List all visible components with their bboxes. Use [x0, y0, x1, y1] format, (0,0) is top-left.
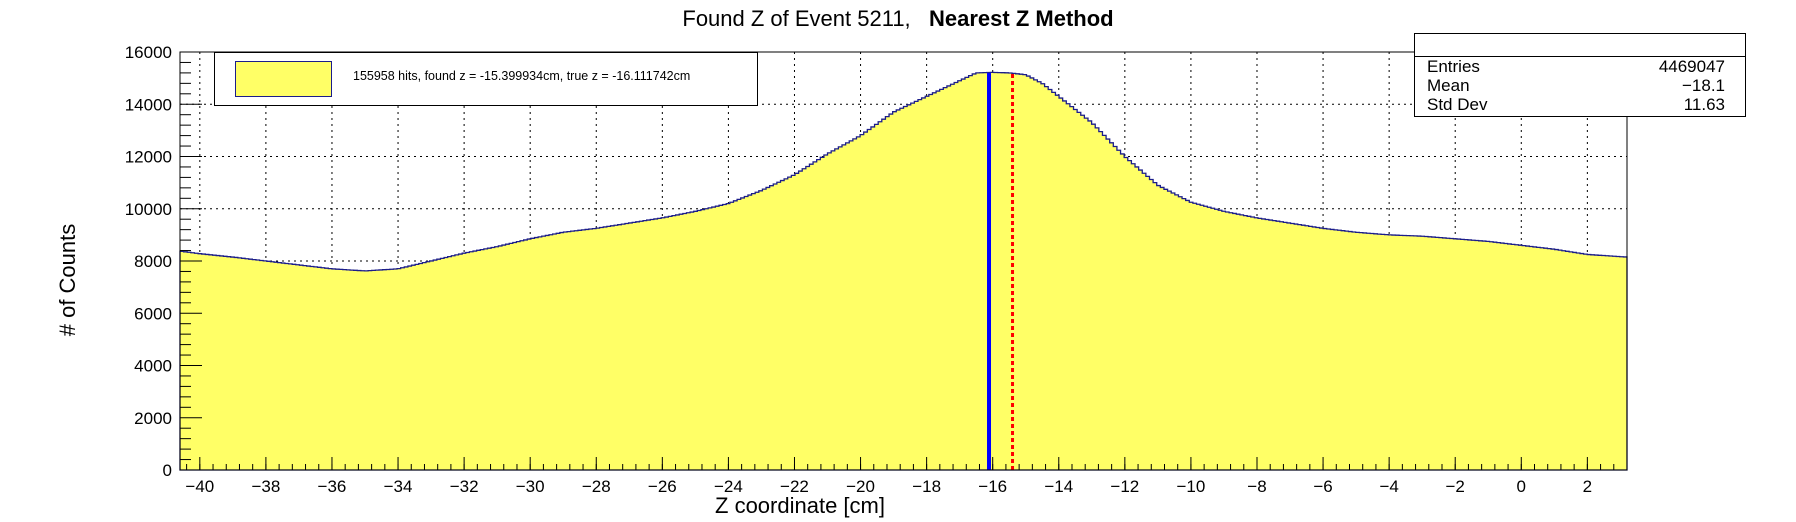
x-tick-label: −26 [648, 477, 677, 496]
stats-row-stddev: Std Dev 11.63 [1415, 95, 1745, 114]
chart-title: Found Z of Event 5211, Nearest Z Method [0, 6, 1796, 32]
y-axis-label: # of Counts [55, 223, 80, 337]
histogram-area [179, 71, 1628, 471]
x-tick-label: −12 [1110, 477, 1139, 496]
x-axis-label-text: Z coordinate [cm] [715, 493, 885, 518]
stats-value: 4469047 [1658, 57, 1725, 76]
y-tick-label: 6000 [134, 304, 172, 323]
y-tick-label: 0 [163, 461, 172, 480]
x-tick-label: −28 [582, 477, 611, 496]
stats-label: Mean [1427, 76, 1470, 95]
chart-title-method: Nearest Z Method [929, 6, 1114, 31]
x-tick-label: −18 [912, 477, 941, 496]
y-tick-label: 16000 [125, 43, 172, 62]
y-tick-label: 12000 [125, 148, 172, 167]
x-tick-label: −38 [251, 477, 280, 496]
y-tick-labels: 0 2000 4000 6000 8000 10000 12000 14000 16000 [125, 43, 172, 480]
y-tick-label: 14000 [125, 95, 172, 114]
stats-value: 11.63 [1683, 95, 1725, 114]
x-tick-label: 0 [1517, 477, 1526, 496]
x-tick-label: −32 [450, 477, 479, 496]
x-tick-labels: −40 −38 −36 −34 −32 −30 −28 −26 −24 −22 −20 −18 −16−… [185, 477, 1592, 496]
stats-row-mean: Mean −18.1 [1415, 76, 1745, 95]
x-tick-label: −4 [1379, 477, 1398, 496]
x-tick-label: −6 [1313, 477, 1332, 496]
legend-text: 155958 hits, found z = -15.399934cm, tru… [353, 69, 691, 83]
x-tick-label: −20 [846, 477, 875, 496]
x-tick-label: −24 [714, 477, 743, 496]
axis-ticks [180, 51, 1628, 471]
legend-swatch [235, 61, 332, 97]
stats-header [1415, 34, 1745, 57]
x-tick-label: −8 [1247, 477, 1266, 496]
x-tick-label: 2 [1583, 477, 1592, 496]
x-axis-label: Z coordinate [cm] [0, 493, 1796, 519]
x-tick-label: −30 [516, 477, 545, 496]
legend: 155958 hits, found z = -15.399934cm, tru… [214, 52, 758, 106]
x-tick-label: −2 [1446, 477, 1465, 496]
x-tick-label: −16 [978, 477, 1007, 496]
x-tick-label: −10 [1176, 477, 1205, 496]
x-tick-label: −22 [780, 477, 809, 496]
y-tick-label: 2000 [134, 409, 172, 428]
stats-box: Entries 4469047 Mean −18.1 Std Dev 11.63 [1414, 33, 1746, 117]
stats-value: −18.1 [1681, 76, 1725, 95]
z-markers [987, 72, 1015, 470]
chart-title-main: Found Z of Event 5211, [682, 6, 911, 31]
histogram-series [179, 71, 1628, 471]
x-tick-label: −40 [185, 477, 214, 496]
x-tick-label: −34 [384, 477, 413, 496]
y-tick-label: 8000 [134, 252, 172, 271]
stats-label: Std Dev [1427, 95, 1488, 114]
stats-label: Entries [1427, 57, 1480, 76]
x-tick-label: −14 [1044, 477, 1073, 496]
y-tick-label: 4000 [134, 357, 172, 376]
y-tick-label: 10000 [125, 200, 172, 219]
stats-row-entries: Entries 4469047 [1415, 57, 1745, 76]
x-tick-label: −36 [318, 477, 347, 496]
